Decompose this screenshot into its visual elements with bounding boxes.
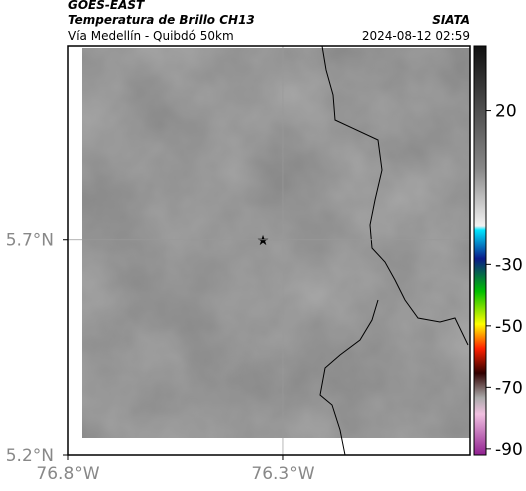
timestamp: 2024-08-12 02:59 <box>362 29 470 43</box>
map: ★ <box>67 45 471 456</box>
colorbar-tick-label: -30 <box>495 255 523 275</box>
map-frame <box>67 45 471 456</box>
x-tick-label: 76.8°W <box>36 464 99 484</box>
colorbar-tick-label: -90 <box>495 440 523 460</box>
border <box>321 45 469 346</box>
brand: SIATA <box>432 13 470 27</box>
colorbar-tick-label: 20 <box>495 102 517 122</box>
satellite-image <box>82 48 470 438</box>
border <box>319 299 379 456</box>
colorbar-tick-label: -50 <box>495 317 523 337</box>
subtitle: Vía Medellín - Quibdó 50km <box>68 29 234 43</box>
colorbar <box>473 45 487 456</box>
location-marker: ★ <box>257 233 270 249</box>
title: Temperatura de Brillo CH13 <box>68 13 255 27</box>
colorbar-tick-label: -70 <box>495 378 523 398</box>
y-tick-label: 5.2°N <box>6 446 54 466</box>
x-tick-label: 76.3°W <box>251 464 314 484</box>
y-tick-label: 5.7°N <box>6 231 54 251</box>
source: GOES-EAST <box>68 0 145 12</box>
